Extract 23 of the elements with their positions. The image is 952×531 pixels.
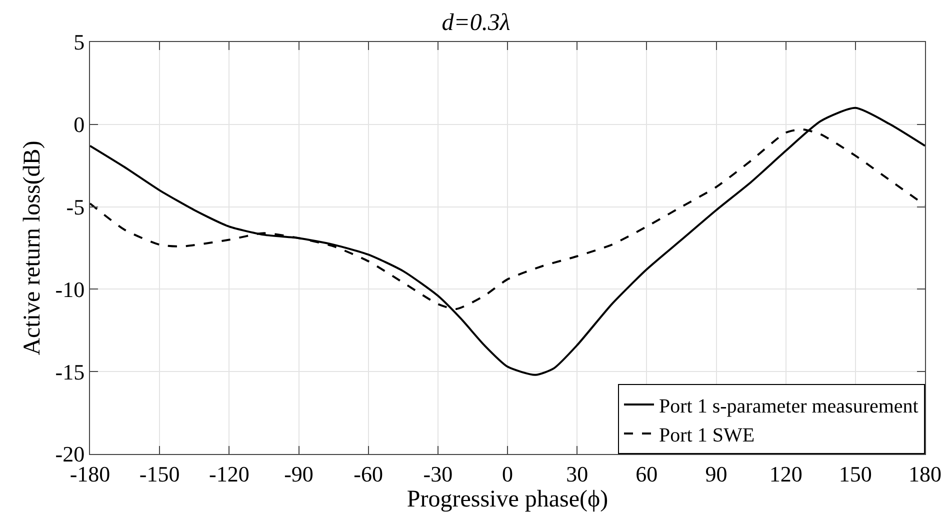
x-tick-label: -150 <box>139 461 180 486</box>
x-tick-label: 150 <box>838 461 872 486</box>
x-tick-label: -30 <box>423 461 453 486</box>
x-tick-label: -90 <box>284 461 314 486</box>
x-tick-label: 30 <box>566 461 588 486</box>
x-tick-label: 90 <box>705 461 728 486</box>
line-series <box>90 106 925 376</box>
legend-label: Port 1 SWE <box>659 424 755 446</box>
chart-title: d=0.3λ <box>442 10 510 36</box>
x-tick-label: 0 <box>502 461 513 486</box>
x-axis-title: Progressive phase(ϕ) <box>406 486 608 512</box>
x-tick-label: -120 <box>209 461 250 486</box>
y-axis-title: Active return loss(dB) <box>19 140 46 356</box>
y-tick-label: -10 <box>55 276 85 302</box>
legend-label: Port 1 s-parameter measurement <box>659 395 919 418</box>
x-tick-label: -60 <box>354 461 383 486</box>
y-tick-label: -15 <box>55 359 85 384</box>
x-tick-label: 180 <box>908 461 942 486</box>
y-tick-label: -5 <box>66 194 85 220</box>
y-tick-label: 5 <box>74 30 85 55</box>
x-tick-label: 120 <box>769 461 802 486</box>
y-tick-label: 0 <box>74 112 85 138</box>
x-tick-label: 60 <box>636 461 658 486</box>
